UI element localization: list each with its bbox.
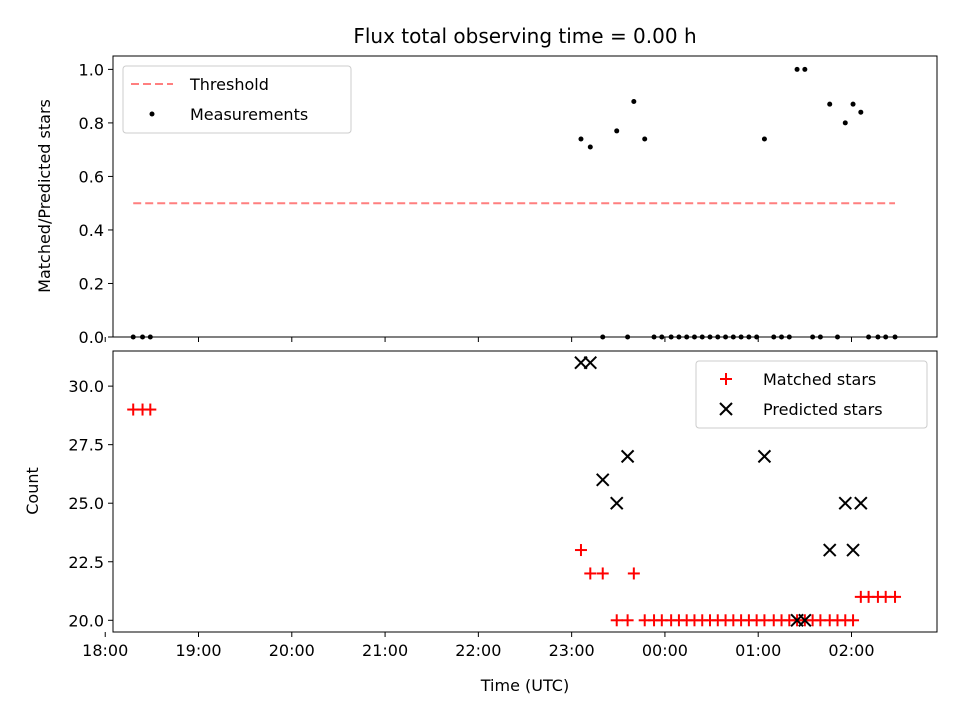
- measurements-point: [578, 136, 584, 142]
- measurements-point: [794, 66, 800, 72]
- predicted-stars-point: [583, 356, 598, 370]
- x-tick-label: 19:00: [175, 641, 221, 660]
- bottom-y-tick-label: 25.0: [68, 494, 104, 513]
- chart-title: Flux total observing time = 0.00 h: [353, 24, 696, 48]
- predicted-stars-point: [798, 613, 812, 627]
- bottom-legend-box: [695, 360, 928, 429]
- matched-stars-point: [621, 614, 634, 627]
- legend-threshold-label: Threshold: [189, 75, 269, 94]
- top-x-ticks: [104, 337, 852, 342]
- measurements-point: [614, 128, 620, 134]
- bottom-panel: 20.0 22.5 25.0 27.5 30.0 18:00 19:00 20:00 21:0…: [23, 350, 938, 695]
- measurements-point: [858, 109, 864, 115]
- legend-measurements-swatch: [149, 111, 155, 117]
- measurements-point: [802, 66, 808, 72]
- top-panel: 0.0 0.2 0.4 0.6 0.8 1.0 Matched/Predicted sta…: [35, 55, 938, 347]
- matched-stars-point: [584, 567, 597, 580]
- legend-predicted-swatch: [719, 402, 733, 416]
- x-tick-label: 00:00: [642, 641, 688, 660]
- matched-stars-point: [627, 567, 640, 580]
- top-y-tick-label: 0.4: [79, 221, 104, 240]
- matched-stars-point: [596, 567, 609, 580]
- measurements-point: [631, 98, 637, 104]
- x-tick-label: 23:00: [549, 641, 595, 660]
- bottom-y-tick-label: 27.5: [68, 436, 104, 455]
- x-tick-label: 20:00: [269, 641, 315, 660]
- legend-matched-label: Matched stars: [763, 370, 876, 389]
- x-tick-label: 02:00: [828, 641, 874, 660]
- bottom-x-ticks: 18:00 19:00 20:00 21:00 22:00 23:00 00:00 01:00…: [82, 632, 875, 660]
- matched-stars-point: [847, 614, 860, 627]
- legend-matched-swatch: [720, 373, 732, 385]
- matched-stars-point: [144, 403, 157, 416]
- top-plot-frame: [112, 55, 938, 338]
- predicted-stars-point: [846, 543, 860, 557]
- predicted-stars-point: [854, 496, 868, 510]
- bottom-y-tick-label: 22.5: [68, 553, 104, 572]
- matched-stars-point: [610, 614, 623, 627]
- predicted-stars-point: [610, 496, 624, 510]
- predicted-stars-point: [620, 449, 635, 464]
- x-tick-label: 18:00: [82, 641, 128, 660]
- bottom-y-tick-label: 30.0: [68, 377, 104, 396]
- measurements-point: [850, 101, 856, 107]
- top-y-tick-label: 1.0: [79, 60, 104, 79]
- predicted-stars-point: [838, 496, 852, 510]
- measurements-point: [587, 144, 593, 150]
- legend-predicted-label: Predicted stars: [763, 400, 883, 419]
- bottom-y-ticks: 20.0 22.5 25.0 27.5 30.0: [68, 377, 113, 630]
- predicted-stars-point: [596, 473, 610, 487]
- top-y-axis-label: Matched/Predicted stars: [35, 99, 54, 293]
- measurements-point: [642, 136, 648, 142]
- bottom-legend: Matched stars Predicted stars: [695, 360, 928, 429]
- top-legend-box: [122, 65, 352, 134]
- measurements-point: [761, 136, 767, 142]
- matched-stars-point: [574, 544, 587, 557]
- x-axis-label: Time (UTC): [480, 676, 569, 695]
- legend-measurements-label: Measurements: [190, 105, 308, 124]
- x-tick-label: 22:00: [455, 641, 501, 660]
- predicted-stars-point: [823, 543, 837, 557]
- top-y-tick-label: 0.0: [79, 328, 104, 347]
- bottom-y-tick-label: 20.0: [68, 611, 104, 630]
- top-y-tick-label: 0.2: [79, 274, 104, 293]
- top-y-tick-label: 0.6: [79, 167, 104, 186]
- predicted-stars-point: [757, 449, 772, 464]
- measurements-point: [827, 101, 833, 107]
- bottom-y-axis-label: Count: [23, 467, 42, 515]
- bottom-plot-frame: [112, 350, 938, 633]
- top-legend: Threshold Measurements: [122, 65, 352, 134]
- top-y-tick-label: 0.8: [79, 114, 104, 133]
- measurements-point: [842, 120, 848, 126]
- matched-stars-point: [889, 590, 902, 603]
- bottom-plot-area: [127, 356, 902, 627]
- x-tick-label: 21:00: [362, 641, 408, 660]
- x-tick-label: 01:00: [735, 641, 781, 660]
- top-y-ticks: 0.0 0.2 0.4 0.6 0.8 1.0: [79, 60, 113, 347]
